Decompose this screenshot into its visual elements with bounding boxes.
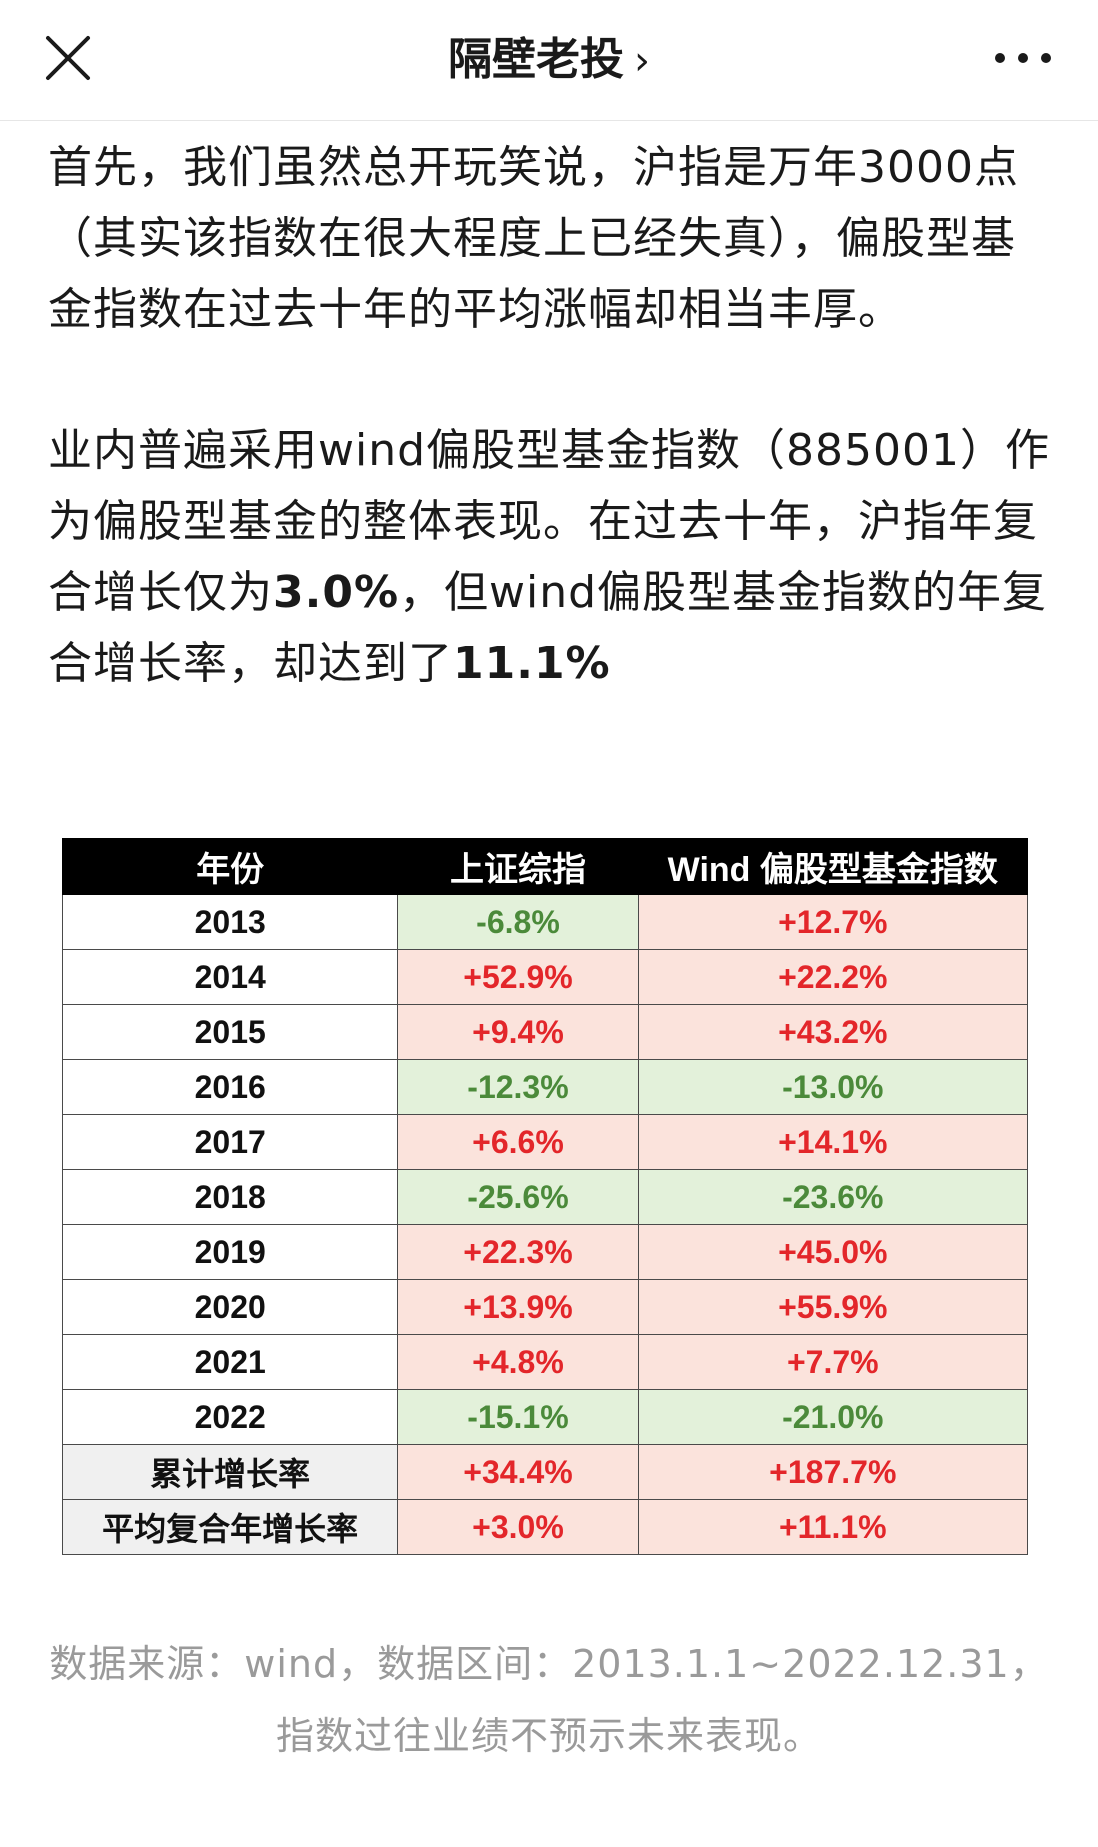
top-bar: 隔壁老投 ›: [0, 0, 1098, 121]
table-row: 2014 +52.9% +22.2%: [61, 949, 1029, 1005]
shanghai-change-cell: +9.4%: [397, 1004, 639, 1060]
wind-change-cell: -23.6%: [637, 1169, 1029, 1225]
wind-summary-cell: +11.1%: [637, 1499, 1029, 1555]
more-button[interactable]: [988, 36, 1058, 80]
wind-change-cell: -13.0%: [637, 1059, 1029, 1115]
shanghai-summary-cell: +3.0%: [397, 1499, 639, 1555]
shanghai-change-cell: +6.6%: [397, 1114, 639, 1170]
article-paragraph-2: 业内普遍采用wind偏股型基金指数（885001）作为偏股型基金的整体表现。在过…: [48, 415, 1050, 699]
more-icon: [995, 53, 1051, 63]
table-row: 2013 -6.8% +12.7%: [61, 894, 1029, 950]
year-cell: 2019: [61, 1224, 399, 1280]
chevron-right-icon[interactable]: ›: [634, 38, 650, 84]
shanghai-change-cell: -25.6%: [397, 1169, 639, 1225]
year-cell: 2016: [61, 1059, 399, 1115]
year-cell: 2015: [61, 1004, 399, 1060]
summary-label-cell: 平均复合年增长率: [61, 1499, 399, 1555]
wind-change-cell: +45.0%: [637, 1224, 1029, 1280]
year-cell: 2021: [61, 1334, 399, 1390]
wind-cagr-highlight: 11.1%: [453, 638, 611, 689]
header-shanghai: 上证综指: [397, 838, 639, 895]
table-row: 2022 -15.1% -21.0%: [61, 1389, 1029, 1445]
article-paragraph-1: 首先，我们虽然总开玩笑说，沪指是万年3000点（其实该指数在很大程度上已经失真）…: [48, 142, 1019, 335]
shanghai-summary-cell: +34.4%: [397, 1444, 639, 1500]
shanghai-change-cell: +52.9%: [397, 949, 639, 1005]
year-cell: 2013: [61, 894, 399, 950]
summary-label-cell: 累计增长率: [61, 1444, 399, 1500]
summary-row: 平均复合年增长率 +3.0% +11.1%: [61, 1499, 1029, 1555]
year-cell: 2018: [61, 1169, 399, 1225]
wind-change-cell: -21.0%: [637, 1389, 1029, 1445]
wind-change-cell: +14.1%: [637, 1114, 1029, 1170]
table-row: 2015 +9.4% +43.2%: [61, 1004, 1029, 1060]
comparison-table: 年份 上证综指 Wind 偏股型基金指数 2013 -6.8% +12.7% 2014…: [61, 838, 1029, 1555]
article-body: 首先，我们虽然总开玩笑说，沪指是万年3000点（其实该指数在很大程度上已经失真）…: [48, 132, 1050, 699]
shanghai-change-cell: +4.8%: [397, 1334, 639, 1390]
shanghai-cagr-highlight: 3.0%: [273, 567, 400, 618]
wind-change-cell: +7.7%: [637, 1334, 1029, 1390]
comparison-table-image: 年份 上证综指 Wind 偏股型基金指数 2013 -6.8% +12.7% 2014…: [61, 838, 1029, 1555]
close-icon: [46, 36, 90, 80]
year-cell: 2020: [61, 1279, 399, 1335]
account-title[interactable]: 隔壁老投 ›: [0, 30, 1098, 91]
paragraph-2-text-c: ，但wind偏股型基金指数的年复合增长率，却达到了: [48, 567, 1048, 689]
wind-change-cell: +43.2%: [637, 1004, 1029, 1060]
table-row: 2018 -25.6% -23.6%: [61, 1169, 1029, 1225]
shanghai-change-cell: -12.3%: [397, 1059, 639, 1115]
year-cell: 2017: [61, 1114, 399, 1170]
table-row: 2019 +22.3% +45.0%: [61, 1224, 1029, 1280]
summary-row: 累计增长率 +34.4% +187.7%: [61, 1444, 1029, 1500]
wind-change-cell: +12.7%: [637, 894, 1029, 950]
year-cell: 2014: [61, 949, 399, 1005]
header-wind: Wind 偏股型基金指数: [637, 838, 1029, 895]
wind-change-cell: +55.9%: [637, 1279, 1029, 1335]
shanghai-change-cell: -6.8%: [397, 894, 639, 950]
close-button[interactable]: [40, 30, 96, 86]
shanghai-change-cell: +13.9%: [397, 1279, 639, 1335]
data-source-caption: 数据来源：wind，数据区间：2013.1.1~2022.12.31，指数过往业…: [49, 1642, 1049, 1758]
table-row: 2021 +4.8% +7.7%: [61, 1334, 1029, 1390]
paragraph-2-text-a: 业内普遍采用wind偏股型基金指数（885001）作为偏股型基金的整体表现。在过…: [48, 425, 1050, 618]
wind-change-cell: +22.2%: [637, 949, 1029, 1005]
shanghai-change-cell: +22.3%: [397, 1224, 639, 1280]
shanghai-change-cell: -15.1%: [397, 1389, 639, 1445]
account-name[interactable]: 隔壁老投: [448, 34, 624, 85]
header-year: 年份: [61, 838, 399, 895]
table-header-row: 年份 上证综指 Wind 偏股型基金指数: [61, 838, 1029, 895]
table-row: 2017 +6.6% +14.1%: [61, 1114, 1029, 1170]
table-row: 2020 +13.9% +55.9%: [61, 1279, 1029, 1335]
table-row: 2016 -12.3% -13.0%: [61, 1059, 1029, 1115]
wind-summary-cell: +187.7%: [637, 1444, 1029, 1500]
year-cell: 2022: [61, 1389, 399, 1445]
